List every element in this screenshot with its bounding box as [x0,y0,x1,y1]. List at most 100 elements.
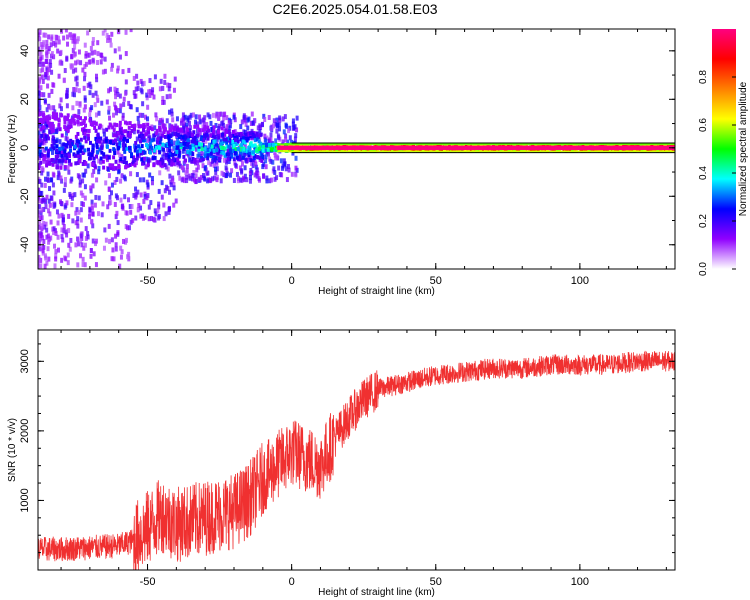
spectrogram-cell [288,135,292,141]
spectrogram-cell [42,115,46,120]
y-tick-label: 0 [19,145,31,151]
spectrogram-cell [39,152,43,157]
spectrogram-cell [214,142,218,147]
spectrogram-cell [185,178,189,184]
spectrogram-cell [117,46,121,52]
spectrogram-cell [50,121,54,126]
spectrogram-cell [202,173,206,179]
spectrogram-cell [137,202,141,208]
spectrogram-cell [107,105,111,111]
spectrogram-cell [332,143,336,148]
spectrogram-cell [54,154,58,159]
spectrogram-cell [232,177,236,183]
spectrogram-cell [103,68,107,74]
spectrogram-cell [99,59,103,65]
x-tick-label: 0 [289,275,295,287]
spectrogram-cell [165,94,169,100]
spectrogram-cell [168,123,172,129]
spectrogram-cell [275,117,279,123]
spectrogram-cell [143,214,147,220]
spectrogram-cell [115,176,119,182]
spectrogram-cell [133,93,137,99]
spectrogram-cell [53,263,57,269]
spectrogram-cell [118,152,122,158]
spectrogram-cell [205,170,209,176]
spectrogram-cell [108,37,112,43]
spectrogram-cell [44,134,48,139]
spectrogram-cell [277,165,281,171]
spectrogram-cell [219,178,223,184]
spectrogram-cell [72,52,76,58]
spectrogram-cell [141,150,145,155]
spectrogram-cell [94,90,98,96]
spectrogram-cell [606,143,610,148]
spectrogram-cell [267,139,271,145]
spectrogram-cell [122,174,126,180]
spectrogram-cell [99,159,103,165]
spectrogram-cell [119,135,123,140]
spectrogram-cell [140,135,144,140]
spectrogram-cell [49,130,53,135]
spectrogram-cell [282,158,286,164]
spectrogram-cell [38,220,42,226]
spectrogram-cell [52,112,56,117]
spectrogram-cell [100,100,104,106]
spectrogram-cell [118,263,122,269]
spectrogram-cell [239,124,243,130]
spectrogram-cell [122,101,126,107]
spectrogram-cell [241,150,245,156]
spectrogram-cell [38,246,42,252]
spectrogram-cell [172,202,176,208]
spectrogram-cell [75,38,79,44]
spectrogram-cell [134,140,138,145]
spectrogram-cell [141,112,145,118]
spectrogram-cell [79,217,83,223]
spectrogram-cell [86,30,90,36]
spectrogram-cell [665,148,669,153]
spectrogram-cell [144,114,148,120]
spectrogram-cell [204,150,208,155]
spectrogram-cell [41,67,45,73]
spectrogram-cell [76,223,80,229]
spectrogram-cell [224,165,228,171]
spectrogram-cell [63,153,67,158]
spectrogram-cell [64,202,68,208]
spectrogram-cell [130,152,134,157]
spectrogram-cell [170,108,174,114]
spectrogram-cell [63,182,67,188]
spectrogram-cell [67,160,71,166]
spectrogram-cell [183,130,187,136]
spectrogram-cell [279,158,283,164]
spectrogram-cell [142,177,146,183]
spectrogram-cell [128,133,132,138]
spectrogram-cell [243,173,247,179]
spectrogram-cell [141,138,145,143]
spectrogram-cell [114,246,118,252]
spectrogram-cell [128,130,132,135]
spectrogram-cell [91,120,95,125]
spectrogram-cell [50,69,54,75]
spectrogram-cell [181,148,185,154]
spectrogram-cell [38,144,42,149]
colorbar-tick-label: 0.2 [698,214,709,228]
spectrogram-cell [41,78,45,84]
spectrogram-cell [291,121,295,127]
spectrogram-cell [176,157,180,162]
spectrogram-cell [171,177,175,183]
spectrogram-cell [253,138,257,143]
spectrogram-cell [214,170,218,176]
spectrogram-cell [225,141,229,146]
spectrogram-cell [82,172,86,178]
spectrogram-cell [188,151,192,156]
spectrogram-cell [158,125,162,130]
spectrogram-cell [40,147,44,153]
spectrogram-cell [91,92,95,98]
spectrogram-cell [127,100,131,106]
spectrogram-cell [169,182,173,188]
spectrogram-cell [290,171,294,177]
spectrogram-cell [116,131,120,136]
spectrogram-cell [180,165,184,171]
spectrogram-cell [87,152,91,157]
spectrogram-cell [89,188,93,194]
spectrogram-cell [55,34,59,40]
